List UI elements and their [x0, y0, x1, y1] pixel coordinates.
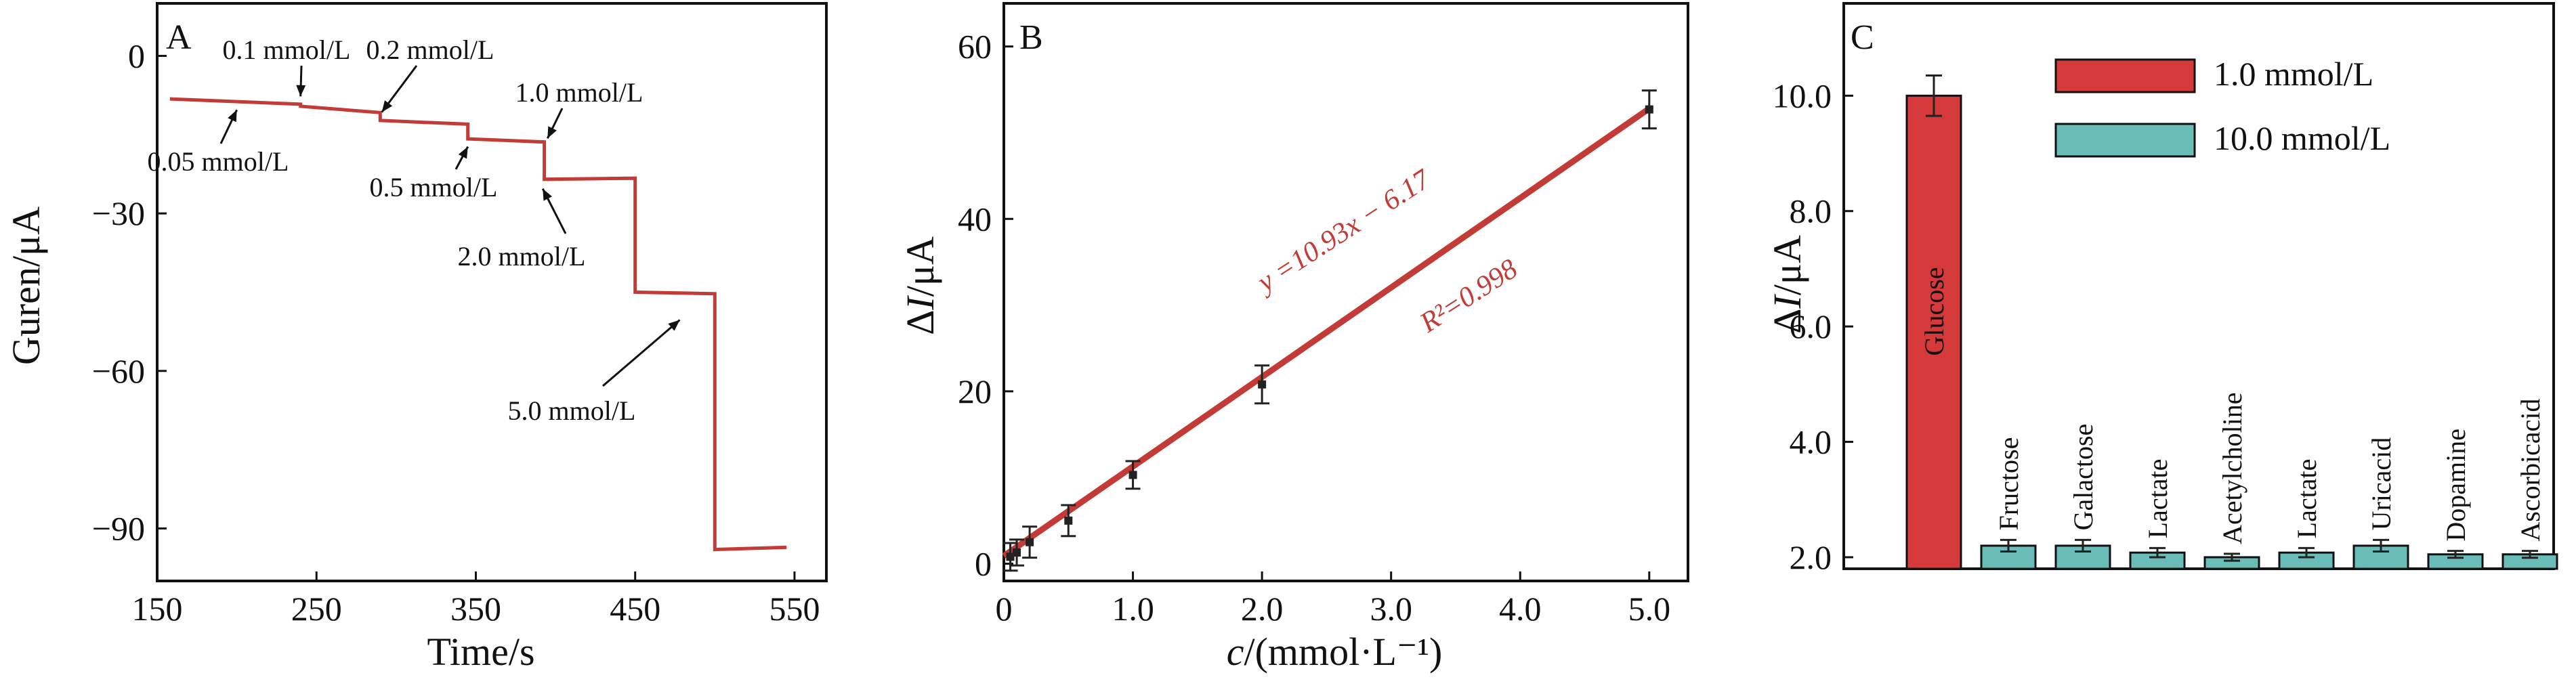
- panel-b-xtick-label: 3.0: [1370, 590, 1412, 628]
- panel-b-frame: [1002, 2, 1689, 582]
- panel-a-arrow-head: [228, 110, 237, 123]
- panel-c: C 2.0 4.0 6.0 8.0 10.0 Glucose Fructose Galacto…: [1765, 2, 2558, 576]
- panel-c-category-label: Fructose: [1993, 437, 2024, 531]
- panel-c-legend-label: 1.0 mmol/L: [2214, 55, 2373, 93]
- panel-c-category-label: Uricacid: [2366, 437, 2396, 531]
- panel-c-legend-label: 10.0 mmol/L: [2214, 119, 2390, 157]
- panel-a-arrow-head: [547, 126, 557, 139]
- panel-c-ytick-label: 4.0: [1790, 423, 1832, 461]
- panel-b-xtick-label: 5.0: [1628, 590, 1671, 628]
- panel-b-data-point: [1026, 538, 1034, 546]
- panel-c-frame: [1842, 2, 2555, 570]
- panel-a-arrow-head: [458, 146, 468, 159]
- panel-b-data-point: [1006, 553, 1015, 561]
- panel-a-frame: [156, 2, 828, 582]
- panel-a-plot: 150 250 350 450 550 0 −30 −60 −90 0.05 mmol/L 0.1 …: [92, 2, 828, 628]
- panel-b-xlabel-unit: /(mmol·L⁻¹): [1244, 630, 1442, 674]
- panel-c-category-label: Glucose: [1919, 267, 1949, 355]
- panel-c-category-label: Acetylcholine: [2217, 392, 2247, 544]
- panel-c-legend-swatch: [2054, 58, 2196, 93]
- panel-b-ytick-label: 20: [958, 372, 992, 410]
- panel-c-bar: [1905, 94, 1962, 570]
- panel-a-annotation: 0.1 mmol/L: [223, 35, 351, 65]
- panel-a-xtick-label: 250: [291, 590, 342, 628]
- fit-equation: y =10.93x − 6.17: [1250, 163, 1437, 300]
- panel-c-label: C: [1851, 18, 1874, 57]
- panel-b-ytick-label: 0: [975, 545, 992, 583]
- panel-b-xtick-label: 0: [996, 590, 1013, 628]
- panel-a-label: A: [166, 18, 192, 57]
- panel-c-category-label: Lactate: [2142, 459, 2173, 539]
- panel-b-ylabel-var: I: [898, 295, 942, 311]
- panel-a-arrow-head: [543, 188, 552, 201]
- panel-a-xtick-label: 450: [610, 590, 660, 628]
- panel-a-ytick-label: −60: [92, 352, 145, 390]
- panel-a-ytick-label: −90: [92, 509, 145, 547]
- panel-a-arrow-head: [296, 85, 306, 97]
- panel-a-arrow-head: [668, 320, 680, 331]
- fit-r2: R²=0.998: [1414, 253, 1523, 339]
- panel-b-data-point: [1258, 380, 1267, 389]
- panel-b-ylabel-delta: Δ: [898, 310, 942, 335]
- panel-c-category-label: Galactose: [2068, 424, 2098, 531]
- panel-c-category-label: Ascorbicacid: [2515, 399, 2546, 542]
- panel-c-ytick-label: 2.0: [1790, 538, 1832, 576]
- panel-b-ytick-label: 60: [958, 28, 992, 66]
- panel-b-ylabel-unit: /μA: [898, 236, 942, 297]
- panel-c-category-label: Lactate: [2292, 459, 2322, 539]
- panel-b-ytick-label: 40: [958, 200, 992, 238]
- panel-c-legend-swatch: [2054, 123, 2196, 158]
- panel-c-ylabel: ΔI/μA: [1765, 235, 1809, 334]
- panel-b-label: B: [1019, 18, 1043, 57]
- panel-b-xtick-label: 2.0: [1241, 590, 1284, 628]
- panel-a-ytick-label: −30: [92, 194, 145, 232]
- panel-a-annotation: 2.0 mmol/L: [458, 241, 586, 272]
- panel-b-xlabel: c/(mmol·L⁻¹): [1227, 630, 1443, 674]
- panel-b-data-point: [1064, 516, 1073, 525]
- panel-c-ytick-label: 8.0: [1790, 192, 1832, 230]
- panel-a-current-trace: [169, 97, 787, 552]
- panel-a-xtick-label: 550: [769, 590, 820, 628]
- panel-b-plot: 0 1.0 2.0 3.0 4.0 5.0 0 20 40 60: [958, 2, 1689, 628]
- panel-c-plot: 2.0 4.0 6.0 8.0 10.0 Glucose Fructose Galactose…: [1773, 2, 2558, 576]
- panel-a-ytick-label: 0: [128, 37, 145, 75]
- panel-b: B 0 1.0 2.0 3.0 4.0 5.0 0 20 40 60 c/(mmol·L⁻¹) Δ…: [898, 2, 1689, 674]
- panel-a-xtick-label: 350: [450, 590, 501, 628]
- panel-b-data-point: [1645, 105, 1653, 114]
- panel-a-arrow-head: [381, 100, 393, 112]
- panel-b-xtick-label: 4.0: [1499, 590, 1542, 628]
- panel-a-xtick-label: 150: [132, 590, 183, 628]
- panel-c-category-label: Dopamine: [2441, 429, 2471, 542]
- panel-a-arrow-line: [602, 319, 681, 387]
- panel-b-xlabel-var: c: [1227, 630, 1244, 674]
- panel-b-data-point: [1128, 471, 1137, 479]
- panel-a: A 150 250 350 450 550 0 −30 −60 −90 0.05 mmol/L 0.…: [4, 2, 828, 674]
- panel-a-annotation: 1.0 mmol/L: [515, 77, 643, 108]
- panel-a-xlabel: Time/s: [427, 630, 534, 674]
- panel-b-xtick-label: 1.0: [1112, 590, 1154, 628]
- panel-b-ylabel: ΔI/μA: [898, 236, 942, 335]
- panel-c-ylabel-unit: /μA: [1765, 235, 1809, 295]
- panel-c-ytick-label: 10.0: [1773, 77, 1832, 114]
- panel-b-data-point: [1013, 548, 1021, 557]
- panel-b-fit-line: [1002, 106, 1651, 559]
- panel-c-ylabel-var: I: [1765, 294, 1809, 309]
- panel-a-ylabel: Guren/μA: [4, 207, 48, 365]
- panel-a-annotation: 0.5 mmol/L: [370, 172, 498, 202]
- panel-c-ylabel-delta: Δ: [1765, 309, 1809, 334]
- panel-c-ytick-label: 6.0: [1790, 307, 1832, 345]
- panel-a-annotation: 0.2 mmol/L: [366, 35, 494, 65]
- panel-a-annotation: 5.0 mmol/L: [508, 395, 636, 426]
- panel-a-annotation: 0.05 mmol/L: [148, 146, 289, 177]
